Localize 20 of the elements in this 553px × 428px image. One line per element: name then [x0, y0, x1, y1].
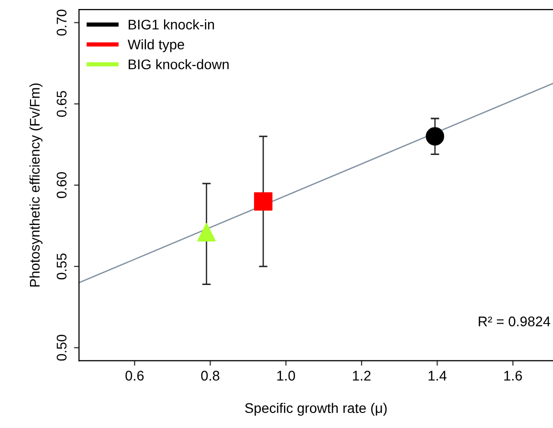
- x-tick-label: 1.0: [277, 370, 296, 381]
- legend-label: BIG1 knock-in: [128, 19, 214, 30]
- y-tick-label: 0.70: [56, 10, 67, 36]
- x-tick-label: 0.6: [126, 370, 144, 381]
- x-tick-label: 1.2: [352, 370, 371, 380]
- y-tick-label: 0.55: [56, 253, 67, 280]
- point: [254, 192, 272, 211]
- y-tick-label: 0.60: [56, 172, 67, 198]
- y-tick-label: 0.50: [56, 334, 67, 361]
- x-tick-label: 0.8: [201, 370, 220, 381]
- legend-label: Wild type: [128, 39, 184, 52]
- y-axis-title: Photosynthetic efficiency (Fv/Fm): [29, 83, 42, 287]
- x-tick-label: 1.4: [428, 370, 446, 380]
- x-axis-title: Specific growth rate (μ): [245, 402, 387, 416]
- point: [426, 127, 444, 146]
- annotation: R² = 0.9824: [478, 316, 550, 326]
- point: [197, 223, 216, 242]
- legend-label: BIG knock-down: [128, 59, 229, 70]
- y-tick-label: 0.65: [56, 90, 67, 117]
- x-tick-label: 1.6: [504, 370, 522, 381]
